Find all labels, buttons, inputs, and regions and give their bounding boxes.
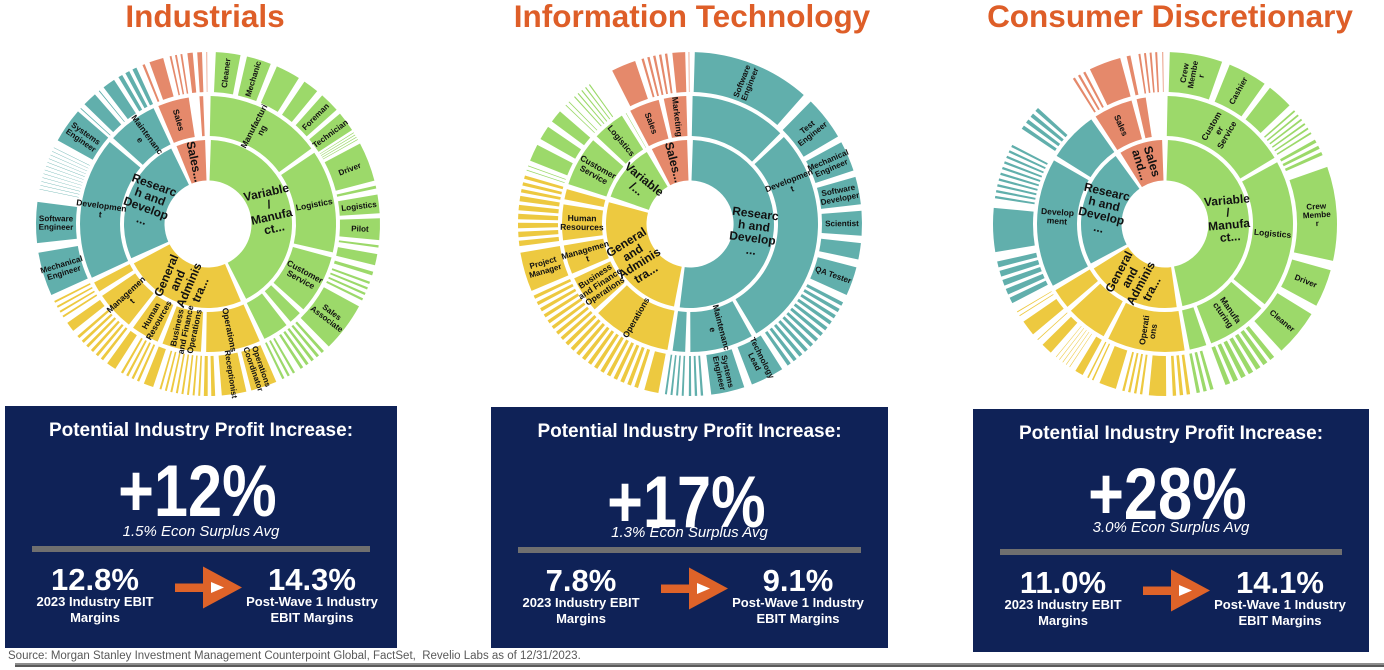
svg-text:Membe: Membe — [1303, 210, 1332, 221]
svg-text:...: ... — [135, 211, 149, 228]
svg-text:Crew: Crew — [1306, 201, 1327, 211]
svg-text:r: r — [1197, 73, 1207, 79]
svg-text:e: e — [135, 135, 146, 145]
svg-text:h and: h and — [1087, 193, 1121, 214]
svg-text:Resources: Resources — [560, 222, 604, 233]
svg-text:t: t — [128, 296, 137, 305]
svg-text:/: / — [266, 197, 273, 212]
svg-text:Develop: Develop — [1041, 206, 1075, 218]
svg-text:...: ... — [1092, 220, 1105, 236]
svg-text:Pilot: Pilot — [351, 224, 369, 234]
svg-text:/: / — [1226, 205, 1231, 219]
svg-text:ons: ons — [1147, 323, 1159, 340]
svg-text:t: t — [585, 253, 591, 263]
svg-text:Engineer: Engineer — [39, 223, 75, 232]
svg-text:Manufa: Manufa — [1208, 216, 1251, 234]
svg-text:ct...: ct... — [1219, 229, 1241, 245]
svg-text:Software: Software — [39, 214, 74, 223]
svg-text:Logistics: Logistics — [341, 200, 378, 213]
svg-text:t: t — [98, 209, 102, 219]
svg-text:Logistics: Logistics — [1254, 227, 1292, 240]
svg-text:t: t — [789, 183, 795, 193]
svg-text:Scientist: Scientist — [825, 219, 859, 228]
svg-text:ment: ment — [1046, 215, 1067, 226]
svg-text:Marketing: Marketing — [670, 96, 685, 137]
svg-text:...: ... — [745, 243, 757, 258]
svg-text:ng: ng — [255, 123, 269, 137]
svg-text:Cleaner: Cleaner — [220, 57, 233, 88]
svg-text:Develop: Develop — [728, 228, 776, 248]
svg-text:e: e — [707, 326, 718, 333]
svg-text:Variable: Variable — [1203, 191, 1250, 209]
svg-text:ct...: ct... — [263, 219, 286, 237]
svg-text:h and: h and — [737, 217, 770, 235]
svg-text:Researc: Researc — [731, 204, 779, 224]
svg-text:Crew: Crew — [1178, 62, 1191, 84]
svg-text:r: r — [1315, 219, 1320, 228]
svg-text:Operati: Operati — [1137, 315, 1151, 346]
svg-text:Human: Human — [568, 213, 597, 223]
